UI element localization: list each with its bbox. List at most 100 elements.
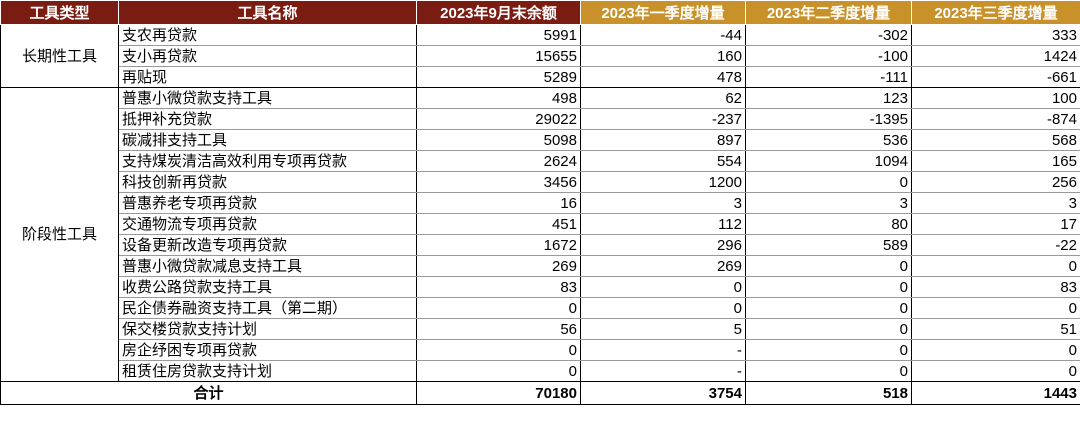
tool-name-cell: 碳减排支持工具 xyxy=(118,129,417,151)
tool-name-cell: 再贴现 xyxy=(118,66,417,88)
q2-increment-cell: 0 xyxy=(745,255,912,277)
q1-increment-cell: - xyxy=(580,339,746,361)
tool-type-cell: 长期性工具 xyxy=(0,24,119,88)
table-row: 交通物流专项再贷款 451 112 80 17 xyxy=(1,213,1080,235)
balance-cell: 83 xyxy=(416,276,581,298)
q3-increment-cell: 0 xyxy=(911,255,1080,277)
table-row: 抵押补充贷款 29022 -237 -1395 -874 xyxy=(1,108,1080,130)
q3-increment-cell: 17 xyxy=(911,213,1080,235)
header-tool-name: 工具名称 xyxy=(118,0,417,25)
balance-cell: 16 xyxy=(416,192,581,214)
q3-increment-cell: 0 xyxy=(911,339,1080,361)
table-row: 支持煤炭清洁高效利用专项再贷款 2624 554 1094 165 xyxy=(1,150,1080,172)
table-row: 普惠养老专项再贷款 16 3 3 3 xyxy=(1,192,1080,214)
q3-increment-cell: 568 xyxy=(911,129,1080,151)
tool-name-cell: 普惠养老专项再贷款 xyxy=(118,192,417,214)
total-balance: 70180 xyxy=(416,381,581,405)
q2-increment-cell: -100 xyxy=(745,45,912,67)
q3-increment-cell: 256 xyxy=(911,171,1080,193)
q2-increment-cell: 536 xyxy=(745,129,912,151)
tool-name-cell: 科技创新再贷款 xyxy=(118,171,417,193)
header-tool-type: 工具类型 xyxy=(0,0,119,25)
q1-increment-cell: 1200 xyxy=(580,171,746,193)
total-label: 合计 xyxy=(0,381,417,405)
table-row: 设备更新改造专项再贷款 1672 296 589 -22 xyxy=(1,234,1080,256)
q3-increment-cell: 1424 xyxy=(911,45,1080,67)
q1-increment-cell: 160 xyxy=(580,45,746,67)
table-row: 房企纾困专项再贷款 0-0 0 xyxy=(1,339,1080,361)
table-row: 碳减排支持工具 5098 897 536 568 xyxy=(1,129,1080,151)
header-q1-increment: 2023年一季度增量 xyxy=(580,0,746,25)
q1-increment-cell: 0 xyxy=(580,297,746,319)
q1-increment-cell: 5 xyxy=(580,318,746,340)
balance-cell: 0 xyxy=(416,360,581,382)
q2-increment-cell: -111 xyxy=(745,66,912,88)
q3-increment-cell: -661 xyxy=(911,66,1080,88)
q3-increment-cell: 3 xyxy=(911,192,1080,214)
table-row: 租赁住房贷款支持计划 0-0 0 xyxy=(1,360,1080,382)
tool-name-cell: 交通物流专项再贷款 xyxy=(118,213,417,235)
q1-increment-cell: 62 xyxy=(580,87,746,109)
q1-increment-cell: 478 xyxy=(580,66,746,88)
q2-increment-cell: 0 xyxy=(745,276,912,298)
balance-cell: 15655 xyxy=(416,45,581,67)
tool-name-cell: 支小再贷款 xyxy=(118,45,417,67)
q2-increment-cell: 0 xyxy=(745,339,912,361)
q1-increment-cell: -44 xyxy=(580,24,746,46)
q1-increment-cell: 3 xyxy=(580,192,746,214)
q3-increment-cell: 83 xyxy=(911,276,1080,298)
q2-increment-cell: 589 xyxy=(745,234,912,256)
tool-name-cell: 保交楼贷款支持计划 xyxy=(118,318,417,340)
credit-tools-table: 工具类型 工具名称 2023年9月末余额 2023年一季度增量 2023年二季度… xyxy=(0,0,1080,405)
table-body: 长期性工具 支农再贷款 5991 -44 -302 333 支小再贷款 15655 160 -10… xyxy=(0,24,1080,382)
tool-name-cell: 普惠小微贷款支持工具 xyxy=(118,87,417,109)
total-q1: 3754 xyxy=(580,381,746,405)
balance-cell: 451 xyxy=(416,213,581,235)
q2-increment-cell: -302 xyxy=(745,24,912,46)
table-row: 支小再贷款 15655 160 -100 1424 xyxy=(1,45,1080,67)
table-row: 长期性工具 支农再贷款 5991 -44 -302 333 xyxy=(0,24,1080,88)
table-row: 再贴现 5289 478 -111 -661 xyxy=(1,66,1080,88)
balance-cell: 29022 xyxy=(416,108,581,130)
total-row: 合计 70180 3754 518 1443 xyxy=(0,381,1080,405)
q3-increment-cell: 51 xyxy=(911,318,1080,340)
tool-name-cell: 民企债券融资支持工具（第二期） xyxy=(118,297,417,319)
q1-increment-cell: 112 xyxy=(580,213,746,235)
tool-name-cell: 普惠小微贷款减息支持工具 xyxy=(118,255,417,277)
balance-cell: 5289 xyxy=(416,66,581,88)
header-q3-increment: 2023年三季度增量 xyxy=(911,0,1080,25)
table-row: 普惠小微贷款减息支持工具 269 269 0 0 xyxy=(1,255,1080,277)
q3-increment-cell: 100 xyxy=(911,87,1080,109)
table-row: 阶段性工具 普惠小微贷款支持工具 498 62 123 100 xyxy=(0,87,1080,382)
q1-increment-cell: -237 xyxy=(580,108,746,130)
q2-increment-cell: 0 xyxy=(745,360,912,382)
tool-name-cell: 设备更新改造专项再贷款 xyxy=(118,234,417,256)
q2-increment-cell: 0 xyxy=(745,171,912,193)
q2-increment-cell: 0 xyxy=(745,297,912,319)
q2-increment-cell: 3 xyxy=(745,192,912,214)
q3-increment-cell: -22 xyxy=(911,234,1080,256)
tool-name-cell: 支农再贷款 xyxy=(118,24,417,46)
q2-increment-cell: -1395 xyxy=(745,108,912,130)
balance-cell: 3456 xyxy=(416,171,581,193)
table-row: 科技创新再贷款 3456 1200 0 256 xyxy=(1,171,1080,193)
tool-name-cell: 租赁住房贷款支持计划 xyxy=(118,360,417,382)
balance-cell: 56 xyxy=(416,318,581,340)
balance-cell: 1672 xyxy=(416,234,581,256)
balance-cell: 269 xyxy=(416,255,581,277)
tool-name-cell: 房企纾困专项再贷款 xyxy=(118,339,417,361)
tool-name-cell: 收费公路贷款支持工具 xyxy=(118,276,417,298)
table-row: 保交楼贷款支持计划 56 5 0 51 xyxy=(1,318,1080,340)
balance-cell: 498 xyxy=(416,87,581,109)
q3-increment-cell: 333 xyxy=(911,24,1080,46)
balance-cell: 0 xyxy=(416,297,581,319)
header-row: 工具类型 工具名称 2023年9月末余额 2023年一季度增量 2023年二季度… xyxy=(0,0,1080,25)
total-q2: 518 xyxy=(745,381,912,405)
q1-increment-cell: - xyxy=(580,360,746,382)
table-row: 收费公路贷款支持工具 83 0 0 83 xyxy=(1,276,1080,298)
table-row: 民企债券融资支持工具（第二期） 0 0 0 0 xyxy=(1,297,1080,319)
tool-type-cell: 阶段性工具 xyxy=(0,87,119,382)
q1-increment-cell: 554 xyxy=(580,150,746,172)
header-q2-increment: 2023年二季度增量 xyxy=(745,0,912,25)
balance-cell: 0 xyxy=(416,339,581,361)
